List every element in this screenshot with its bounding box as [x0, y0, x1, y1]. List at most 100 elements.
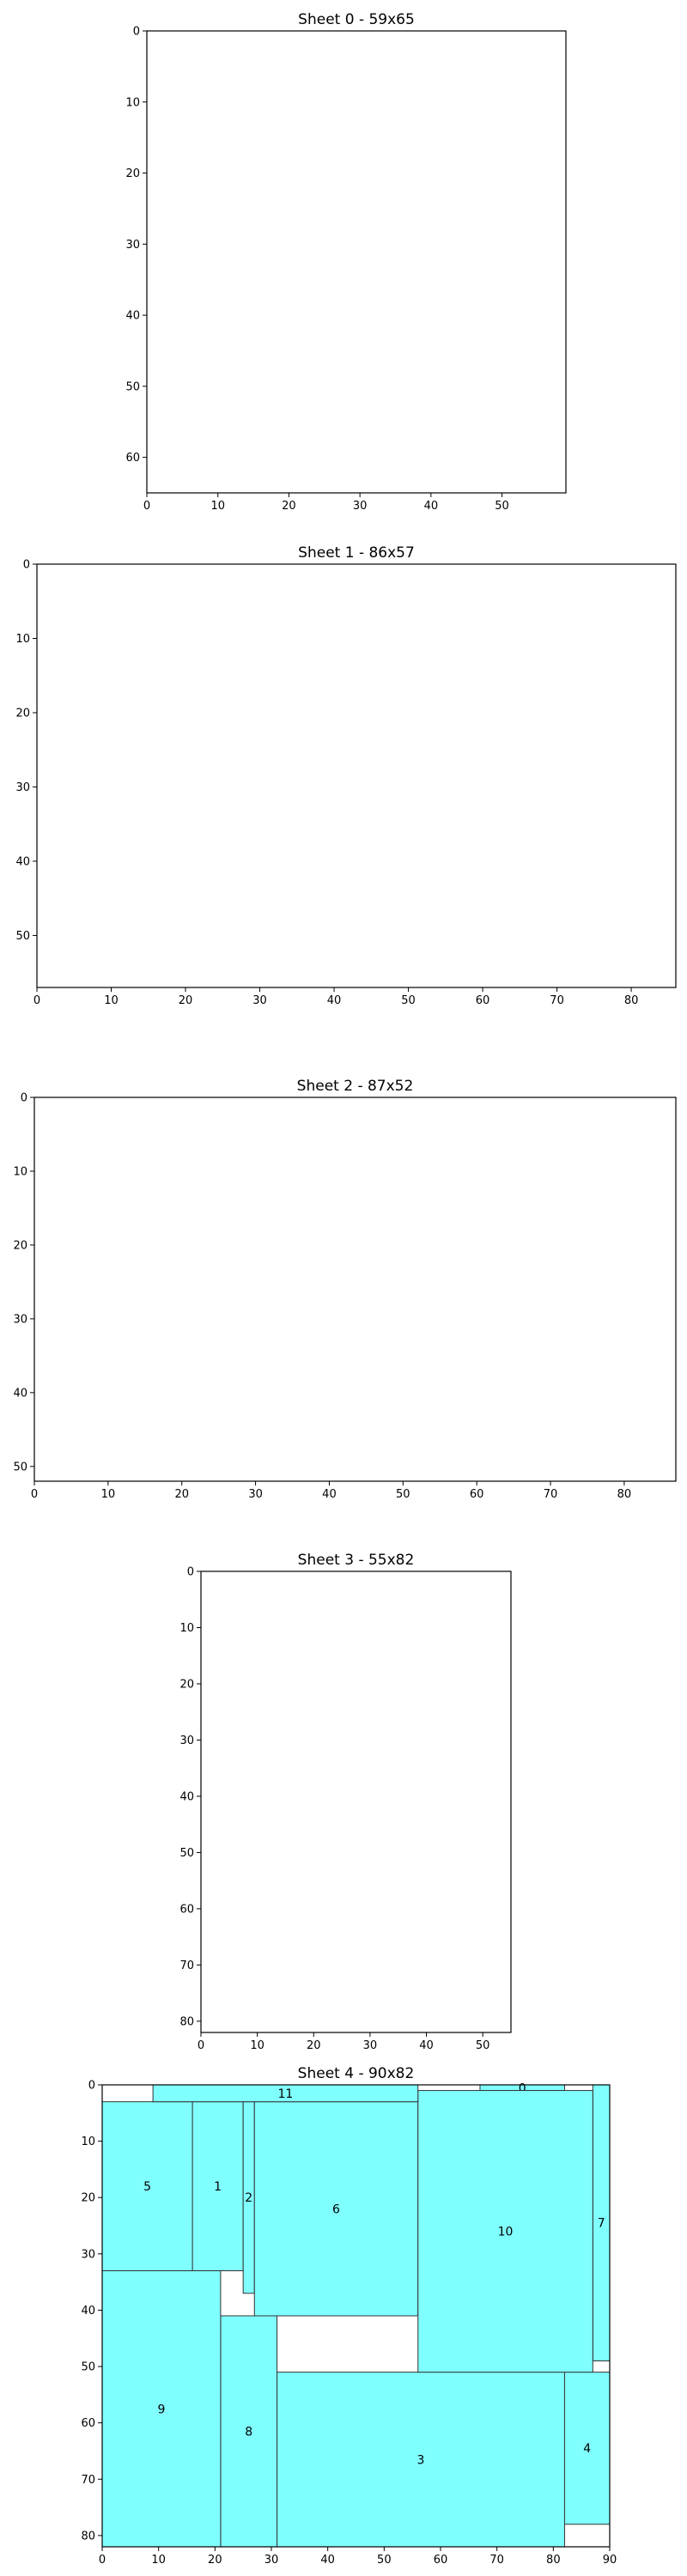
piece-1-rect	[192, 2101, 244, 2272]
y-tick-label: 40	[81, 2305, 95, 2318]
y-tick-label: 30	[179, 1735, 194, 1747]
y-tick-label: 10	[81, 2136, 95, 2148]
y-tick-label: 80	[81, 2530, 95, 2543]
y-tick-label: 20	[81, 2192, 95, 2205]
y-tick-label: 0	[21, 1092, 27, 1105]
sheet-3-plot: Sheet 3 - 55x82 0 10 20 30 40 50 0 10 20 30 40 50 60 7…	[179, 1552, 512, 2052]
x-tick-label: 80	[617, 1488, 632, 1501]
piece-9-rect	[101, 2270, 222, 2548]
x-tick-label: 70	[550, 994, 564, 1007]
piece-6-rect	[253, 2101, 419, 2317]
y-tick-label: 60	[125, 452, 140, 465]
x-tick-label: 70	[544, 1488, 558, 1501]
piece-4-rect	[563, 2372, 611, 2525]
y-tick-label: 50	[15, 930, 30, 943]
sheet-0-frame	[146, 30, 567, 494]
y-tick-label: 30	[13, 1313, 27, 1326]
x-tick-label: 10	[101, 1488, 116, 1501]
y-tick-label: 20	[13, 1239, 27, 1252]
sheet-1-plot: Sheet 1 - 86x57 0 10 20 30 40 50 60 70 80 0 10 20 30 4…	[15, 544, 677, 1007]
sheet-4-frame	[101, 2084, 611, 2548]
x-tick-label: 60	[434, 2554, 448, 2567]
sheet-4-title: Sheet 4 - 90x82	[298, 2065, 415, 2082]
piece-11-label: 11	[278, 2087, 294, 2101]
x-tick-label: 30	[363, 2039, 378, 2052]
y-tick-label: 10	[179, 1622, 194, 1635]
x-tick-label: 20	[179, 994, 193, 1007]
piece-2-label: 2	[245, 2191, 252, 2205]
sheet-4-plot: Sheet 4 - 90x82 0 1 2 3 4 5 6 7 8 9 10 11 0 10 20 30 40 50…	[81, 2065, 617, 2567]
piece-1-label: 1	[214, 2180, 222, 2194]
x-tick-label: 70	[489, 2554, 504, 2567]
piece-4-label: 4	[583, 2442, 591, 2456]
y-tick-label: 60	[179, 1903, 194, 1916]
y-tick-label: 0	[23, 559, 30, 572]
x-tick-label: 60	[470, 1488, 484, 1501]
x-tick-label: 10	[250, 2039, 264, 2052]
x-tick-label: 10	[151, 2554, 166, 2567]
x-tick-label: 20	[174, 1488, 189, 1501]
y-tick-label: 60	[81, 2417, 95, 2430]
sheet-1-title: Sheet 1 - 86x57	[298, 544, 415, 562]
sheet-0-title: Sheet 0 - 59x65	[298, 11, 415, 28]
x-tick-label: 50	[495, 500, 509, 513]
y-tick-label: 40	[125, 310, 140, 323]
y-tick-label: 20	[125, 167, 140, 180]
x-tick-label: 60	[476, 994, 490, 1007]
y-tick-label: 50	[179, 1847, 194, 1860]
piece-5-rect	[101, 2101, 193, 2272]
x-tick-label: 40	[320, 2554, 335, 2567]
y-tick-label: 20	[179, 1678, 194, 1691]
x-tick-label: 0	[99, 2554, 106, 2567]
y-tick-label: 0	[133, 26, 140, 39]
y-tick-label: 30	[81, 2248, 95, 2261]
piece-10-label: 10	[498, 2226, 514, 2239]
piece-9-label: 9	[157, 2403, 165, 2416]
x-tick-label: 0	[33, 994, 40, 1007]
y-tick-label: 30	[125, 239, 140, 252]
piece-3-rect	[277, 2372, 565, 2548]
y-tick-label: 30	[15, 781, 30, 794]
sheet-2-title: Sheet 2 - 87x52	[297, 1078, 414, 1095]
piece-6-label: 6	[332, 2202, 340, 2216]
x-tick-label: 20	[208, 2554, 222, 2567]
y-tick-label: 0	[187, 1566, 194, 1579]
x-tick-label: 80	[624, 994, 639, 1007]
y-tick-label: 50	[13, 1461, 27, 1473]
piece-0-label: 0	[519, 2081, 526, 2095]
x-tick-label: 50	[396, 1488, 410, 1501]
y-tick-label: 80	[179, 2015, 194, 2028]
x-tick-label: 40	[322, 1488, 337, 1501]
x-tick-label: 40	[419, 2039, 434, 2052]
y-tick-label: 10	[125, 96, 140, 109]
x-tick-label: 0	[31, 1488, 38, 1501]
sheet-3-title: Sheet 3 - 55x82	[298, 1552, 415, 1569]
y-tick-label: 10	[13, 1165, 27, 1178]
piece-3-label: 3	[417, 2453, 425, 2467]
y-tick-label: 40	[179, 1790, 194, 1803]
sheet-3-frame	[200, 1571, 512, 2033]
x-tick-label: 20	[307, 2039, 321, 2052]
sheet-2-plot: Sheet 2 - 87x52 0 10 20 30 40 50 60 70 80 0 10 20 30 4…	[13, 1078, 677, 1501]
sheet-0-plot: Sheet 0 - 59x65 0 10 20 30 40 50 0 10 20 30 40 50 60	[125, 11, 567, 513]
piece-5-label: 5	[143, 2180, 151, 2194]
x-tick-label: 30	[264, 2554, 279, 2567]
y-tick-label: 40	[15, 855, 30, 868]
x-tick-label: 80	[546, 2554, 561, 2567]
x-tick-label: 0	[198, 2039, 204, 2052]
y-tick-label: 50	[125, 380, 140, 393]
x-tick-label: 30	[248, 1488, 263, 1501]
x-tick-label: 30	[252, 994, 267, 1007]
x-tick-label: 90	[603, 2554, 617, 2567]
y-tick-label: 0	[88, 2080, 95, 2093]
sheet-1-frame	[36, 563, 677, 988]
piece-8-label: 8	[245, 2426, 252, 2439]
x-tick-label: 50	[377, 2554, 392, 2567]
x-tick-label: 20	[282, 500, 296, 513]
x-tick-label: 40	[424, 500, 439, 513]
x-tick-label: 50	[476, 2039, 490, 2052]
y-tick-label: 50	[81, 2361, 95, 2374]
x-tick-label: 50	[401, 994, 416, 1007]
x-tick-label: 10	[104, 994, 119, 1007]
